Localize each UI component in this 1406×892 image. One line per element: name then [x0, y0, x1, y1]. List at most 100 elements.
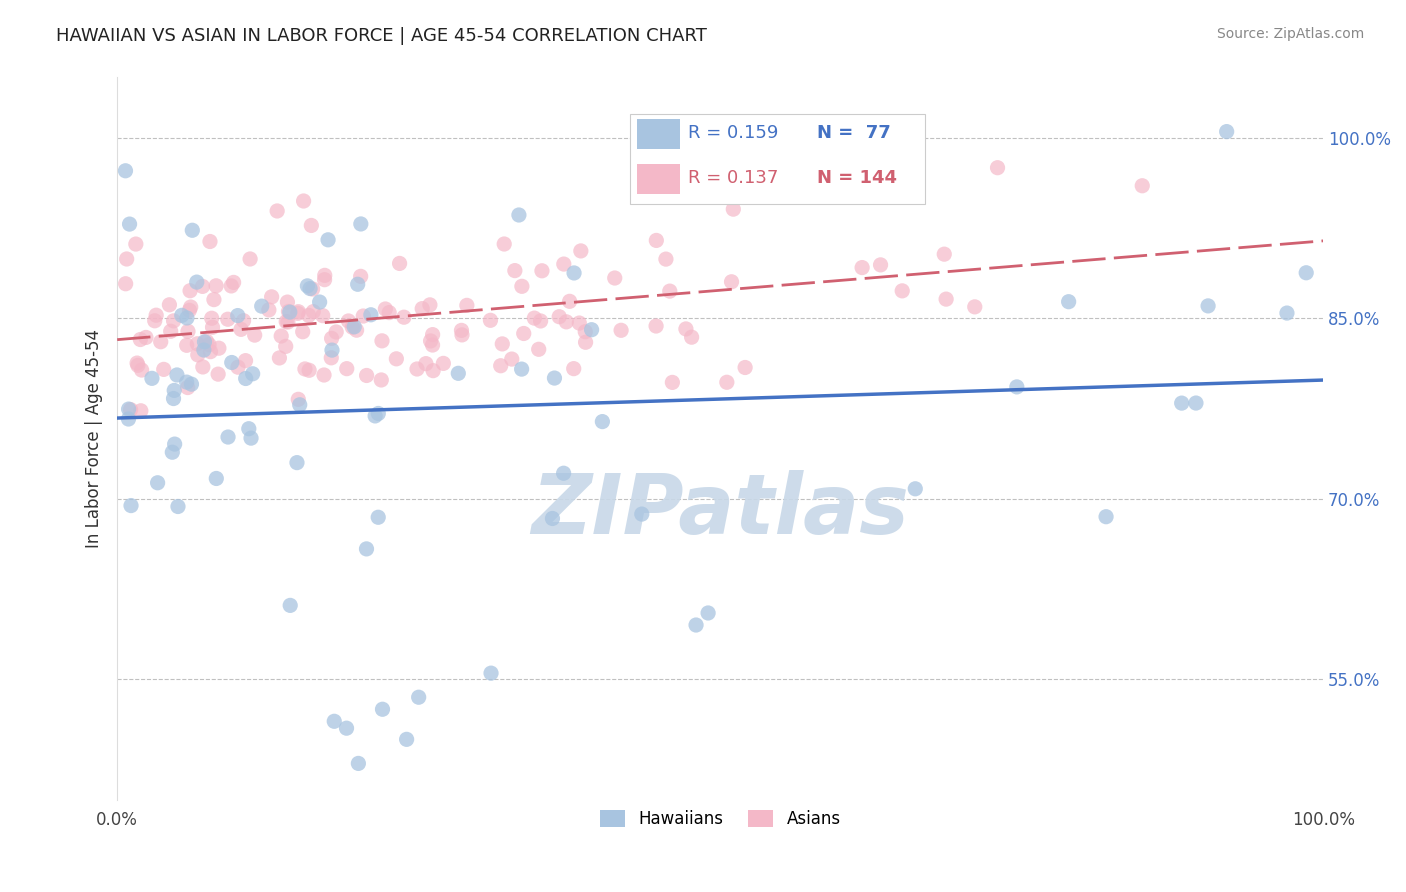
Hawaiians [395, 732, 418, 747]
Text: N = 144: N = 144 [817, 169, 897, 187]
Asians [202, 293, 225, 307]
Asians [152, 362, 174, 376]
Asians [415, 357, 437, 371]
Asians [298, 309, 321, 323]
Text: R = 0.137: R = 0.137 [688, 169, 778, 187]
Hawaiians [163, 437, 186, 451]
Asians [143, 314, 166, 328]
Asians [603, 271, 626, 285]
Asians [159, 324, 181, 338]
Asians [114, 277, 136, 291]
Asians [733, 167, 755, 181]
Asians [432, 356, 454, 370]
Hawaiians [510, 362, 533, 376]
Asians [287, 392, 309, 407]
Hawaiians [297, 278, 319, 293]
Hawaiians [581, 323, 603, 337]
Asians [568, 316, 591, 330]
Asians [162, 314, 184, 328]
Asians [191, 279, 214, 293]
Asians [723, 202, 745, 216]
Hawaiians [316, 233, 339, 247]
Text: N =  77: N = 77 [817, 124, 890, 142]
Hawaiians [240, 431, 263, 445]
Asians [149, 334, 172, 349]
Hawaiians [371, 702, 394, 716]
Asians [853, 172, 876, 186]
Text: ZIPatlas: ZIPatlas [531, 470, 910, 551]
Asians [720, 275, 742, 289]
Hawaiians [408, 690, 430, 705]
Asians [734, 360, 756, 375]
Hawaiians [364, 409, 387, 423]
Hawaiians [166, 368, 188, 382]
Asians [986, 161, 1008, 175]
Asians [287, 304, 309, 318]
Hawaiians [299, 281, 322, 295]
Asians [115, 252, 138, 266]
Asians [120, 402, 142, 417]
Asians [179, 303, 201, 318]
Asians [527, 343, 550, 357]
Hawaiians [356, 541, 378, 556]
Hawaiians [186, 275, 208, 289]
Hawaiians [1005, 380, 1028, 394]
Hawaiians [238, 422, 260, 436]
Asians [392, 310, 415, 325]
Hawaiians [347, 756, 370, 771]
Asians [235, 353, 257, 368]
Hawaiians [205, 471, 228, 485]
Asians [658, 284, 681, 298]
Asians [419, 334, 441, 348]
Asians [257, 302, 280, 317]
Asians [530, 264, 553, 278]
Asians [574, 325, 596, 339]
Hawaiians [479, 666, 502, 681]
Asians [186, 336, 208, 351]
Hawaiians [250, 299, 273, 313]
Asians [219, 279, 242, 293]
Asians [489, 359, 512, 373]
Hawaiians [117, 412, 139, 426]
Asians [422, 327, 444, 342]
FancyBboxPatch shape [637, 164, 681, 194]
Asians [198, 337, 221, 351]
Hawaiians [343, 319, 366, 334]
Asians [131, 363, 153, 377]
Hawaiians [1170, 396, 1192, 410]
Asians [356, 368, 378, 383]
Asians [346, 323, 368, 337]
Hawaiians [117, 402, 139, 417]
Asians [851, 260, 873, 275]
Text: Source: ZipAtlas.com: Source: ZipAtlas.com [1216, 27, 1364, 41]
Hawaiians [278, 305, 301, 319]
Asians [125, 237, 148, 252]
Asians [385, 351, 408, 366]
Hawaiians [170, 309, 193, 323]
Hawaiians [323, 714, 346, 729]
Asians [269, 351, 291, 365]
Hawaiians [685, 618, 707, 632]
Asians [325, 325, 347, 339]
FancyBboxPatch shape [637, 119, 681, 149]
Hawaiians [1057, 294, 1080, 309]
Asians [548, 310, 571, 324]
Asians [195, 334, 218, 349]
Asians [456, 298, 478, 312]
FancyBboxPatch shape [630, 113, 925, 203]
Asians [422, 364, 444, 378]
Hawaiians [285, 456, 308, 470]
Asians [419, 298, 441, 312]
Hawaiians [308, 295, 330, 310]
Asians [277, 304, 299, 318]
Hawaiians [120, 499, 142, 513]
Asians [934, 247, 956, 261]
Asians [479, 313, 502, 327]
Hawaiians [141, 371, 163, 385]
Hawaiians [697, 606, 720, 620]
Asians [274, 339, 297, 353]
Hawaiians [447, 367, 470, 381]
Asians [501, 352, 523, 367]
Hawaiians [235, 371, 257, 385]
Asians [157, 298, 180, 312]
